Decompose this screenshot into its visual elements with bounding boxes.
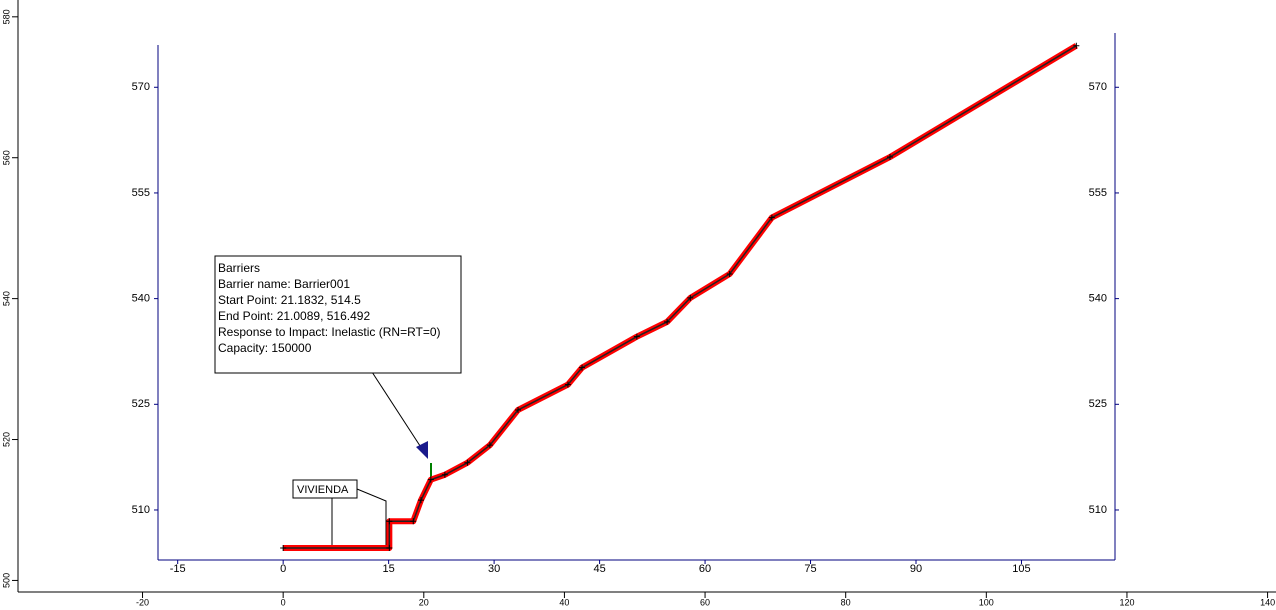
tooltip-line: Barrier name: Barrier001 bbox=[218, 277, 350, 291]
vertex-marker bbox=[664, 318, 671, 325]
ruler-label: 0 bbox=[281, 597, 286, 607]
y-tick-label: 570 bbox=[132, 81, 150, 93]
vertex-marker bbox=[633, 333, 640, 340]
ruler-label: 580 bbox=[1, 9, 11, 24]
vertex-marker bbox=[410, 518, 417, 525]
y-tick-label: 555 bbox=[132, 187, 150, 199]
x-tick-label: 105 bbox=[1012, 563, 1030, 575]
x-tick-label: 0 bbox=[280, 563, 286, 575]
tooltip-line: Capacity: 150000 bbox=[218, 341, 312, 355]
vertex-marker bbox=[1073, 42, 1080, 49]
y2-tick-label: 555 bbox=[1089, 187, 1107, 199]
ruler-label: 560 bbox=[1, 150, 11, 165]
ruler-label: -20 bbox=[136, 597, 149, 607]
tooltip-line: Barriers bbox=[218, 261, 260, 275]
vertex-marker bbox=[280, 545, 287, 552]
vertex-marker bbox=[515, 406, 522, 413]
vertex-marker bbox=[886, 154, 893, 161]
vertex-marker bbox=[687, 294, 694, 301]
label-leader bbox=[356, 488, 387, 548]
ruler-label: 100 bbox=[979, 597, 994, 607]
y2-tick-label: 540 bbox=[1089, 293, 1107, 305]
vertex-marker bbox=[441, 471, 448, 478]
vertex-marker bbox=[386, 545, 393, 552]
y-tick-label: 540 bbox=[132, 293, 150, 305]
tooltip-line: Start Point: 21.1832, 514.5 bbox=[218, 293, 361, 307]
x-tick-label: -15 bbox=[170, 563, 186, 575]
tooltip bbox=[214, 255, 462, 374]
ruler-label: 500 bbox=[1, 573, 11, 588]
x-tick-label: 60 bbox=[699, 563, 711, 575]
vertex-marker bbox=[486, 442, 493, 449]
vertex-marker bbox=[417, 497, 424, 504]
tooltip-line: End Point: 21.0089, 516.492 bbox=[218, 309, 370, 323]
x-tick-label: 75 bbox=[804, 563, 816, 575]
x-tick-label: 30 bbox=[488, 563, 500, 575]
vertex-marker bbox=[427, 476, 434, 483]
vertex-marker bbox=[386, 518, 393, 525]
arrow-head bbox=[416, 441, 428, 459]
ruler-label: 60 bbox=[700, 597, 710, 607]
ruler-label: 540 bbox=[1, 291, 11, 306]
tooltip-text: Barriers Barrier name: Barrier001 Start Po… bbox=[218, 261, 441, 355]
vertex-marker bbox=[768, 214, 775, 221]
x-tick-label: 45 bbox=[593, 563, 605, 575]
ruler-label: 120 bbox=[1119, 597, 1134, 607]
callout-arrow bbox=[371, 371, 425, 453]
y2-tick-label: 525 bbox=[1089, 398, 1107, 410]
ruler-label: 520 bbox=[1, 432, 11, 447]
x-tick-label: 90 bbox=[910, 563, 922, 575]
y-tick-label: 525 bbox=[132, 398, 150, 410]
ruler-label: 40 bbox=[559, 597, 569, 607]
vertex-marker bbox=[464, 459, 471, 466]
y2-tick-label: 510 bbox=[1089, 504, 1107, 516]
vertex-marker bbox=[564, 381, 571, 388]
annotation: VIVIENDA bbox=[297, 484, 349, 496]
ruler-label: 20 bbox=[419, 597, 429, 607]
ruler-label: 80 bbox=[841, 597, 851, 607]
label-box bbox=[292, 479, 358, 499]
vertex-marker bbox=[726, 270, 733, 277]
vertex-marker bbox=[579, 364, 586, 371]
tooltip-line: Response to Impact: Inelastic (RN=RT=0) bbox=[218, 325, 441, 339]
ruler-label: 140 bbox=[1260, 597, 1275, 607]
y-tick-label: 510 bbox=[132, 504, 150, 516]
y2-tick-label: 570 bbox=[1089, 81, 1107, 93]
x-tick-label: 15 bbox=[383, 563, 395, 575]
